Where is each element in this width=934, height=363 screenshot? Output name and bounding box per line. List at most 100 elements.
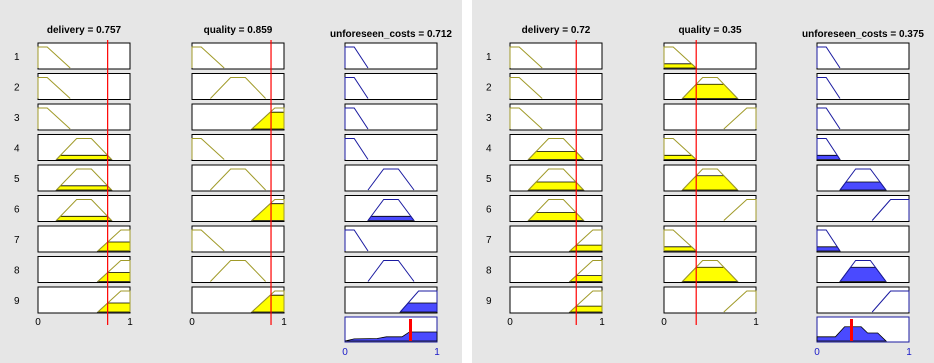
quality-mf-cell bbox=[663, 286, 757, 314]
rule-row-label: 1 bbox=[486, 52, 492, 63]
mf-curve bbox=[723, 290, 757, 313]
axis-max-label: 1 bbox=[281, 317, 287, 328]
mf-curve bbox=[723, 107, 757, 130]
output-mf-cell bbox=[816, 42, 910, 70]
delivery-mf-cell bbox=[37, 286, 131, 314]
mf-curve bbox=[367, 260, 415, 282]
quality-mf-cell bbox=[191, 286, 285, 314]
axis-min-label: 0 bbox=[35, 317, 41, 328]
delivery-mf-cell bbox=[509, 42, 603, 70]
output-aggregate-cell bbox=[344, 316, 438, 343]
delivery-mf-cell bbox=[509, 195, 603, 222]
mf-activation-fill bbox=[663, 246, 698, 252]
mf-cell-frame bbox=[663, 195, 757, 222]
mf-curve bbox=[839, 260, 887, 282]
output-mf-cell bbox=[816, 73, 910, 100]
mf-cell-frame bbox=[509, 73, 603, 100]
mf-curve bbox=[251, 107, 285, 130]
delivery-mf-cell bbox=[37, 134, 131, 161]
mf-cell-frame bbox=[191, 225, 285, 253]
output-mf-cell bbox=[816, 134, 910, 161]
rule-row-label: 9 bbox=[14, 296, 20, 307]
output-mf-cell bbox=[344, 73, 438, 100]
mf-curve bbox=[816, 77, 841, 99]
mf-cell-frame bbox=[816, 73, 910, 100]
mf-cell-frame bbox=[509, 42, 603, 70]
delivery-header: delivery = 0.72 bbox=[522, 25, 591, 36]
defuzzified-result-bar bbox=[850, 319, 853, 341]
output-mf-cell bbox=[816, 286, 910, 314]
mf-curve bbox=[367, 199, 415, 221]
mf-curve bbox=[528, 138, 584, 160]
output-mf-cell bbox=[816, 103, 910, 131]
rule-row-label: 8 bbox=[14, 266, 20, 277]
axis-max-label: 1 bbox=[127, 317, 133, 328]
axis-min-label: 0 bbox=[342, 347, 348, 358]
output-mf-cell bbox=[344, 225, 438, 253]
mf-curve bbox=[37, 77, 71, 99]
mf-cell-frame bbox=[37, 103, 131, 131]
mf-curve bbox=[344, 77, 369, 99]
quality-mf-cell bbox=[191, 164, 285, 192]
mf-curve bbox=[816, 46, 841, 69]
output-mf-cell bbox=[344, 103, 438, 131]
mf-curve bbox=[344, 229, 369, 252]
output-mf-cell bbox=[344, 286, 438, 314]
delivery-mf-cell bbox=[509, 134, 603, 161]
mf-curve bbox=[528, 199, 584, 221]
mf-curve bbox=[56, 168, 112, 191]
rule-viewer-plot-left: delivery = 0.757 quality = 0.859 unforesee… bbox=[14, 25, 452, 358]
rule-row-label: 1 bbox=[14, 52, 20, 63]
mf-curve bbox=[56, 199, 112, 221]
mf-cell-frame bbox=[663, 286, 757, 314]
mf-curve bbox=[56, 138, 112, 160]
rule-row-label: 6 bbox=[14, 205, 20, 216]
mf-curve bbox=[663, 46, 697, 69]
mf-activation-fill bbox=[816, 246, 841, 252]
mf-activation-fill bbox=[527, 181, 585, 191]
mf-curve bbox=[367, 168, 415, 191]
rule-row-label: 7 bbox=[14, 235, 20, 246]
mf-curve bbox=[871, 199, 910, 221]
output-mf-cell bbox=[816, 225, 910, 253]
mf-curve bbox=[399, 290, 438, 313]
output-mf-cell bbox=[344, 134, 438, 161]
mf-cell-frame bbox=[816, 103, 910, 131]
mf-curve bbox=[509, 46, 543, 69]
mf-cell-frame bbox=[344, 103, 438, 131]
mf-curve bbox=[210, 77, 266, 99]
rule-row-label: 5 bbox=[14, 174, 20, 185]
mf-cell-frame bbox=[344, 73, 438, 100]
output-mf-cell bbox=[344, 164, 438, 192]
quality-mf-cell bbox=[191, 195, 285, 222]
mf-curve bbox=[528, 168, 584, 191]
mf-curve bbox=[509, 77, 543, 99]
quality-mf-cell bbox=[191, 225, 285, 253]
quality-mf-cell bbox=[663, 225, 757, 253]
mf-curve bbox=[191, 138, 225, 160]
mf-activation-fill bbox=[663, 63, 698, 69]
mf-activation-fill bbox=[55, 215, 113, 221]
mf-curve bbox=[344, 138, 369, 160]
aggregate-fill bbox=[344, 331, 438, 342]
delivery-mf-cell bbox=[37, 164, 131, 192]
axis-min-label: 0 bbox=[189, 317, 195, 328]
mf-curve bbox=[569, 290, 603, 313]
rule-row-label: 7 bbox=[486, 235, 492, 246]
delivery-mf-cell bbox=[509, 286, 603, 314]
delivery-mf-cell bbox=[509, 164, 603, 192]
output-aggregate-cell bbox=[816, 316, 910, 343]
axis-max-label: 1 bbox=[906, 347, 912, 358]
mf-cell-frame bbox=[37, 73, 131, 100]
mf-cell-frame bbox=[37, 42, 131, 70]
delivery-mf-cell bbox=[509, 73, 603, 100]
quality-mf-cell bbox=[191, 73, 285, 100]
quality-mf-cell bbox=[191, 103, 285, 131]
axis-max-label: 1 bbox=[434, 347, 440, 358]
output-header: unforeseen_costs = 0.712 bbox=[330, 29, 452, 40]
mf-curve bbox=[682, 77, 738, 99]
delivery-mf-cell bbox=[37, 256, 131, 283]
mf-curve bbox=[569, 229, 603, 252]
mf-activation-fill bbox=[839, 181, 887, 191]
mf-activation-fill bbox=[663, 154, 698, 160]
